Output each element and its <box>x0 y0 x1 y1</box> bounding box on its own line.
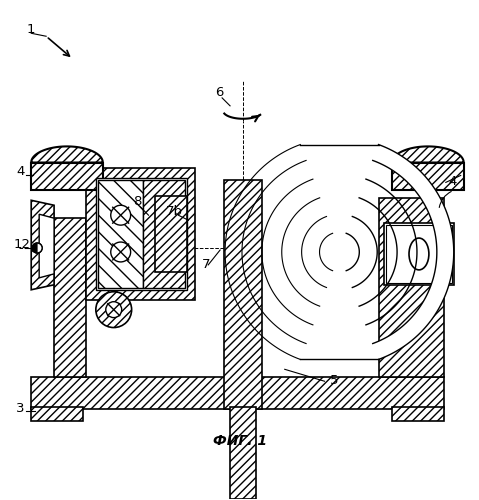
Ellipse shape <box>409 238 429 270</box>
Bar <box>384 223 454 285</box>
Bar <box>386 225 452 283</box>
Polygon shape <box>392 146 464 162</box>
Bar <box>31 378 444 409</box>
Polygon shape <box>32 243 37 253</box>
Text: 8: 8 <box>134 196 142 208</box>
Circle shape <box>111 206 131 225</box>
Polygon shape <box>39 214 54 278</box>
Text: 7b: 7b <box>165 205 182 218</box>
Text: 4: 4 <box>16 166 25 178</box>
Circle shape <box>32 243 42 253</box>
Bar <box>143 180 185 288</box>
Text: 4: 4 <box>449 176 457 188</box>
Bar <box>156 196 187 272</box>
Bar <box>31 162 103 190</box>
Text: 7: 7 <box>202 258 211 271</box>
Bar <box>31 407 83 421</box>
Bar <box>392 162 464 190</box>
Polygon shape <box>31 200 54 290</box>
Circle shape <box>32 243 42 253</box>
Bar <box>379 198 444 378</box>
Bar <box>98 180 143 288</box>
Text: ФИГ. 1: ФИГ. 1 <box>213 434 267 448</box>
Text: 6: 6 <box>215 86 224 99</box>
Circle shape <box>96 292 132 328</box>
Bar <box>54 218 86 378</box>
Bar <box>224 180 262 409</box>
Bar <box>86 168 195 300</box>
Polygon shape <box>31 146 103 162</box>
Text: 5: 5 <box>330 374 338 387</box>
Circle shape <box>106 302 122 318</box>
Bar <box>392 407 444 421</box>
Text: 3: 3 <box>16 402 25 415</box>
Text: 1: 1 <box>27 24 35 36</box>
Circle shape <box>111 242 131 262</box>
Text: 12: 12 <box>13 238 30 251</box>
Polygon shape <box>373 144 454 360</box>
Bar <box>230 407 256 498</box>
Bar <box>96 178 187 290</box>
